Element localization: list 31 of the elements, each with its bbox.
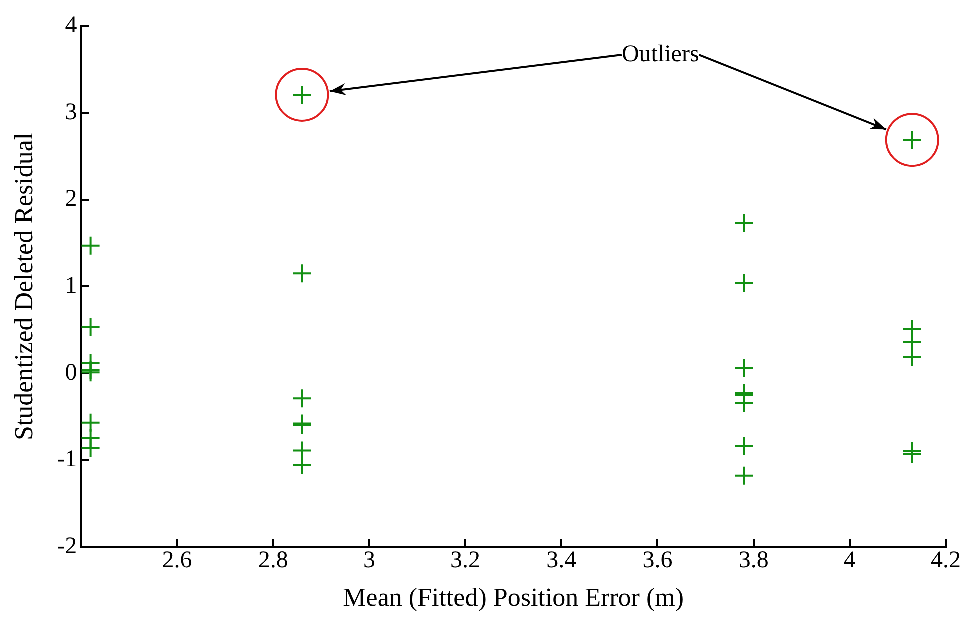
point	[292, 455, 312, 476]
y-axis-title: Studentized Deleted Residual	[9, 132, 38, 440]
x-tick-label: 3.4	[546, 548, 577, 574]
point	[292, 388, 312, 409]
y-tick-label: -2	[57, 533, 78, 560]
point	[902, 346, 922, 367]
y-tick-label: 4	[65, 12, 78, 39]
point	[734, 273, 754, 294]
annotation: Outliers	[622, 41, 700, 68]
y-tick-label: 0	[65, 360, 78, 386]
point	[734, 213, 754, 234]
x-tick-label: 3.8	[738, 548, 769, 574]
point	[734, 358, 754, 378]
point	[81, 438, 101, 458]
x-tick-label: 3.2	[450, 548, 481, 574]
x-tick-label: 3	[363, 548, 376, 574]
x-tick-label: 4	[844, 548, 856, 574]
x-axis-title: Mean (Fitted) Position Error (m)	[343, 583, 684, 612]
point	[81, 317, 101, 338]
point	[292, 264, 312, 284]
x-tick-label: 3.6	[642, 548, 673, 574]
y-tick-label: 1	[65, 272, 78, 299]
x-tick-label: 2.8	[258, 548, 288, 574]
x-tick-label: 2.6	[162, 548, 192, 574]
point	[81, 236, 101, 256]
point	[734, 436, 754, 456]
y-tick-label: 3	[65, 99, 78, 126]
y-tick-label: -1	[57, 446, 78, 473]
y-tick-label: 2	[65, 186, 78, 212]
point	[734, 466, 754, 486]
x-tick-label: 4.2	[931, 548, 961, 574]
